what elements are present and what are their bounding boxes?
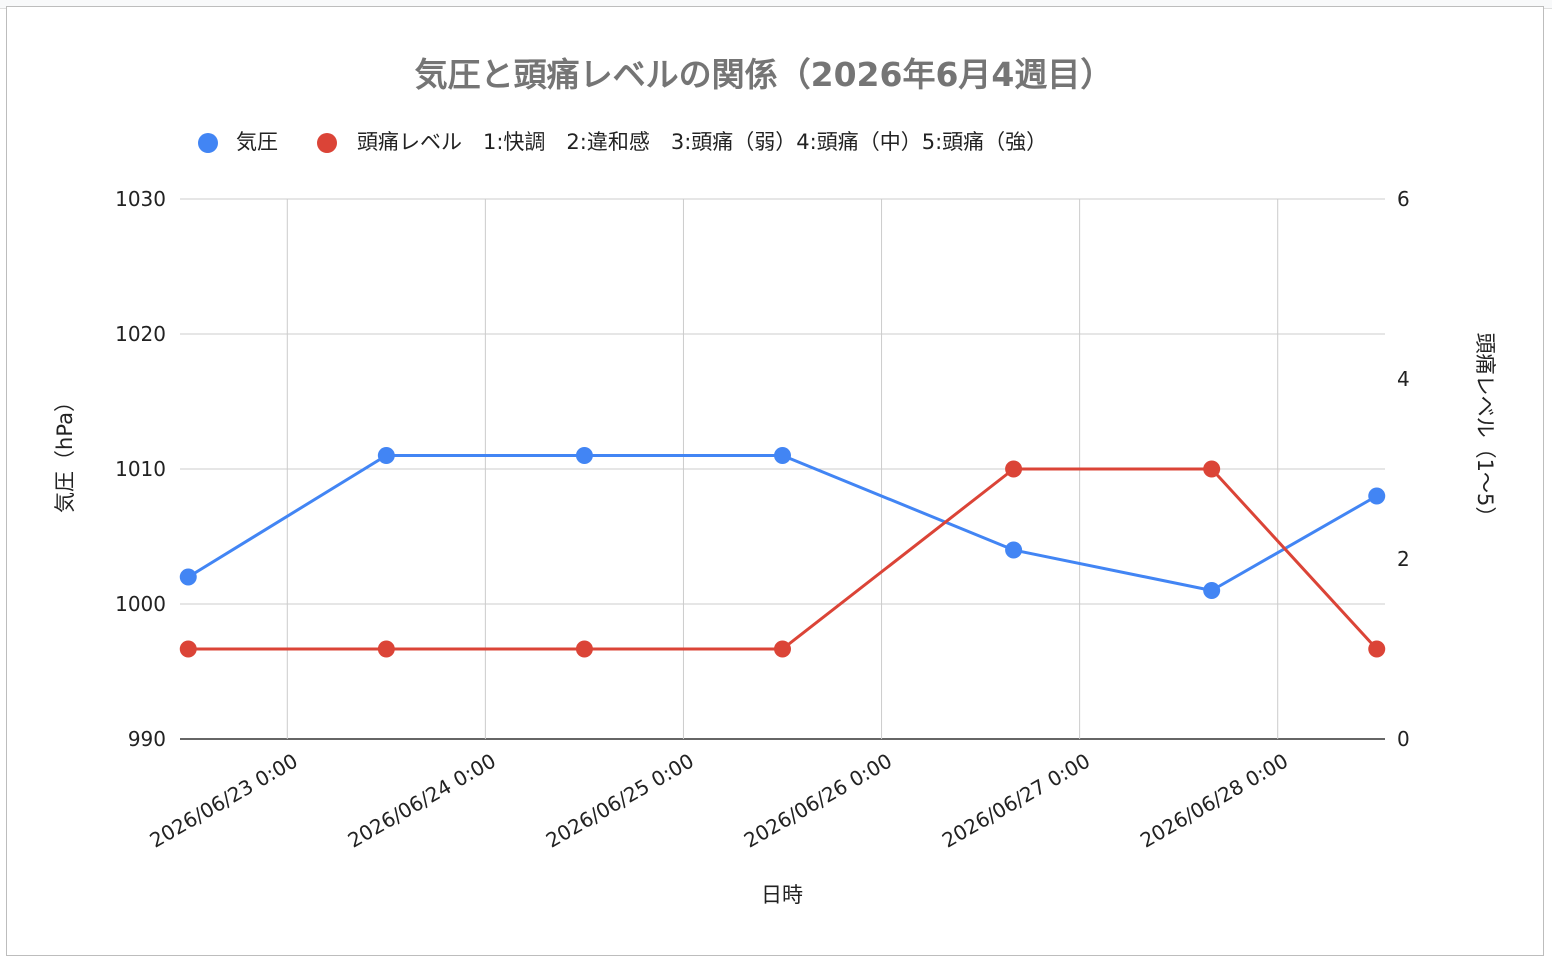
y-left-tick-labels: 990 1000 1010 1020 1030 bbox=[115, 187, 166, 751]
y-left-tick-label: 1000 bbox=[115, 592, 166, 616]
x-tick-label: 2026/06/27 0:00 bbox=[938, 749, 1094, 853]
x-tick-label: 2026/06/28 0:00 bbox=[1136, 749, 1292, 853]
data-point-headache[interactable] bbox=[1368, 640, 1386, 658]
data-point-pressure[interactable] bbox=[377, 447, 395, 464]
x-tick-label: 2026/06/24 0:00 bbox=[344, 749, 500, 853]
data-point-pressure[interactable] bbox=[1005, 541, 1023, 559]
legend[interactable]: 気圧 頭痛レベル 1:快調 2:違和感 3:頭痛（弱）4:頭痛（中）5:頭痛（強… bbox=[198, 130, 1047, 154]
data-point-pressure[interactable] bbox=[179, 568, 197, 586]
chart-frame[interactable] bbox=[6, 6, 1544, 956]
x-axis-title: 日時 bbox=[761, 883, 803, 907]
data-point-pressure[interactable] bbox=[575, 447, 593, 464]
x-tick-label: 2026/06/23 0:00 bbox=[146, 749, 302, 853]
y-right-tick-labels: 0 2 4 6 bbox=[1397, 187, 1410, 751]
y-right-tick-label: 2 bbox=[1397, 547, 1410, 571]
data-point-headache[interactable] bbox=[774, 640, 791, 658]
y-left-tick-label: 990 bbox=[128, 727, 166, 751]
data-point-pressure[interactable] bbox=[1203, 582, 1221, 599]
data-point-headache[interactable] bbox=[377, 640, 395, 658]
x-tick-label: 2026/06/26 0:00 bbox=[740, 749, 896, 853]
legend-marker-headache bbox=[317, 133, 337, 153]
y-left-tick-label: 1020 bbox=[115, 322, 166, 346]
y-right-tick-label: 6 bbox=[1397, 187, 1410, 211]
data-point-headache[interactable] bbox=[1203, 460, 1221, 478]
y-left-axis-title: 気圧（hPa） bbox=[53, 391, 77, 513]
y-left-tick-label: 1010 bbox=[115, 457, 166, 481]
data-point-pressure[interactable] bbox=[774, 447, 791, 464]
series-line-headache[interactable] bbox=[188, 467, 1378, 651]
legend-marker-pressure bbox=[198, 133, 218, 153]
y-left-tick-label: 1030 bbox=[115, 187, 166, 211]
series-lines[interactable] bbox=[179, 447, 1386, 658]
legend-label-pressure: 気圧 bbox=[236, 130, 278, 154]
legend-label-headache: 頭痛レベル 1:快調 2:違和感 3:頭痛（弱）4:頭痛（中）5:頭痛（強） bbox=[357, 130, 1047, 154]
data-point-headache[interactable] bbox=[179, 640, 197, 658]
data-point-headache[interactable] bbox=[1005, 460, 1023, 478]
y-right-tick-label: 0 bbox=[1397, 727, 1410, 751]
series-line-pressure[interactable] bbox=[187, 454, 1378, 592]
x-tick-labels: 2026/06/23 0:00 2026/06/24 0:00 2026/06/25… bbox=[146, 749, 1293, 853]
y-right-axis-title: 頭痛レベル（1〜5） bbox=[1473, 333, 1497, 528]
chart-title: 気圧と頭痛レベルの関係（2026年6月4週目） bbox=[415, 55, 1114, 94]
data-point-pressure[interactable] bbox=[1368, 487, 1386, 505]
data-point-headache[interactable] bbox=[575, 640, 593, 658]
x-tick-label: 2026/06/25 0:00 bbox=[542, 749, 698, 853]
y-right-tick-label: 4 bbox=[1397, 367, 1410, 391]
